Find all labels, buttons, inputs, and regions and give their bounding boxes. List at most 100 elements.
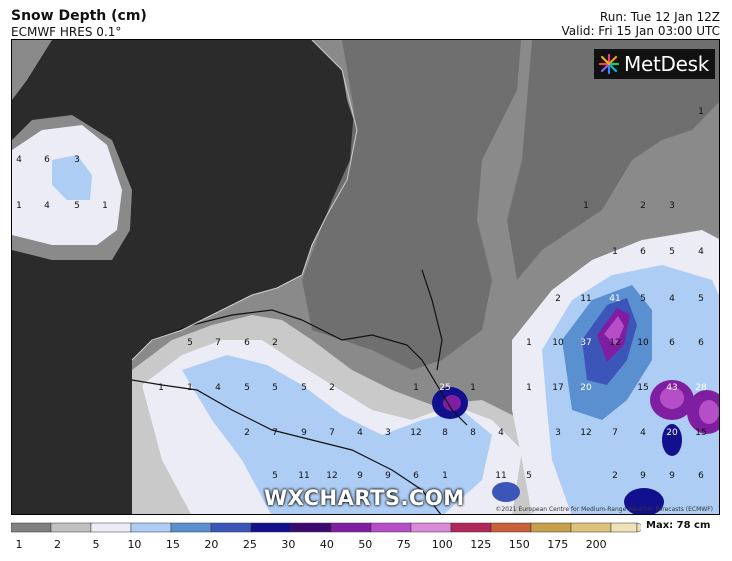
legend-swatch [90, 522, 132, 533]
map-value-label: 2 [244, 428, 250, 438]
metdesk-starburst-icon [598, 53, 620, 75]
england-snow-10 [52, 155, 92, 200]
map-value-label: 9 [640, 471, 646, 481]
page-title: Snow Depth (cm) [11, 8, 147, 24]
map-value-label: 5 [272, 471, 278, 481]
map-value-label: 4 [640, 428, 646, 438]
legend-swatch [530, 522, 572, 533]
map-value-label: 6 [640, 247, 646, 257]
map-value-label: 20 [666, 428, 678, 438]
ecmwf-credit: ©2021 European Centre for Medium-Range W… [495, 506, 713, 513]
map-value-label: 7 [272, 428, 278, 438]
map-value-label: 15 [637, 383, 648, 393]
map-value-label: 1 [698, 107, 704, 117]
map-value-label: 7 [215, 338, 221, 348]
map-value-label: 5 [526, 471, 532, 481]
map-value-label: 4 [498, 428, 504, 438]
run-label: Run: Tue 12 Jan 12Z [599, 10, 720, 24]
country-borders [131, 269, 468, 514]
legend-tick-label: 100 [431, 538, 453, 551]
run-info: Run: Tue 12 Jan 12Z Valid: Fri 15 Jan 03… [562, 10, 720, 38]
map-value-label: 1 [470, 383, 476, 393]
map-value-labels: 4 6 31 4 5 111 2 31 6 5 42 11 41 5 4 55 7 6 2 1 10 37 12 10 6 61 1… [16, 107, 707, 481]
map-value-label: 20 [580, 383, 592, 393]
model-label: ECMWF HRES 0.1° [11, 25, 122, 39]
map-value-label: 5 [187, 338, 193, 348]
snow-cell-s [492, 482, 520, 502]
map-value-label: 3 [555, 428, 561, 438]
legend-tick-label: 25 [242, 538, 257, 551]
map-value-label: 5 [74, 201, 80, 211]
map-value-label: 37 [580, 338, 591, 348]
map-value-label: 3 [669, 201, 675, 211]
legend-bar [11, 522, 641, 533]
snow-zone-10cm [182, 355, 492, 514]
map-value-label: 4 [669, 294, 675, 304]
map-value-label: 11 [580, 294, 591, 304]
legend-swatch [250, 522, 292, 533]
map-value-label: 41 [609, 294, 620, 304]
legend-tick-label: 125 [470, 538, 492, 551]
map-value-label: 10 [637, 338, 649, 348]
map-value-label: 1 [612, 247, 618, 257]
map-value-label: 5 [301, 383, 307, 393]
map-value-label: 12 [609, 338, 620, 348]
legend-tick-label: 150 [508, 538, 530, 551]
map-value-label: 6 [413, 471, 419, 481]
map-value-label: 9 [301, 428, 307, 438]
map-value-label: 1 [583, 201, 589, 211]
legend-tick-label: 50 [358, 538, 373, 551]
wxcharts-watermark: WXCHARTS.COM [264, 486, 465, 510]
map-value-label: 4 [698, 247, 704, 257]
map-value-label: 1 [442, 471, 448, 481]
map-value-label: 8 [442, 428, 448, 438]
legend-swatch [570, 522, 612, 533]
snow-cell-20 [662, 424, 682, 456]
map-value-label: 5 [272, 383, 278, 393]
chart-header: Snow Depth (cm) ECMWF HRES 0.1° [11, 8, 147, 39]
legend-swatch [450, 522, 492, 533]
map-value-label: 6 [244, 338, 250, 348]
legend-tick-label: 5 [92, 538, 100, 551]
map-value-label: 6 [698, 471, 704, 481]
legend-swatch [210, 522, 252, 533]
map-value-label: 2 [329, 383, 335, 393]
map-value-label: 9 [669, 471, 675, 481]
legend-swatch [290, 522, 332, 533]
map-value-label: 25 [439, 383, 450, 393]
legend-swatch [410, 522, 452, 533]
map-value-label: 12 [326, 471, 337, 481]
map-value-label: 9 [385, 471, 391, 481]
map-value-label: 15 [695, 428, 706, 438]
map-value-label: 28 [695, 383, 707, 393]
legend-tick-label: 1 [15, 538, 23, 551]
snow-depth-map: 4 6 3 1 4 5 1 1 1 2 3 1 6 5 4 2 11 41 5 4 5 5 7 6 2 1 10 37 12 10 6 6 1 1… [11, 39, 720, 515]
map-value-label: 11 [298, 471, 309, 481]
coastline [131, 40, 358, 361]
logo-text: MetDesk [623, 52, 709, 76]
map-value-label: 1 [158, 383, 164, 393]
legend-tick-label: 175 [547, 538, 569, 551]
map-value-label: 1 [187, 383, 193, 393]
map-value-label: 3 [385, 428, 391, 438]
map-value-label: 7 [612, 428, 618, 438]
legend-swatch [610, 522, 638, 533]
metdesk-logo: MetDesk [593, 49, 715, 79]
map-value-label: 5 [698, 294, 704, 304]
map-value-label: 12 [410, 428, 421, 438]
map-value-label: 5 [669, 247, 675, 257]
legend-swatch [50, 522, 92, 533]
snow-max-28-core [699, 400, 719, 424]
map-value-label: 4 [357, 428, 363, 438]
map-value-label: 6 [669, 338, 675, 348]
map-value-label: 43 [666, 383, 677, 393]
valid-label: Valid: Fri 15 Jan 03:00 UTC [561, 24, 720, 38]
legend-tick-label: 20 [204, 538, 219, 551]
land-dark [302, 40, 521, 370]
map-value-label: 5 [244, 383, 250, 393]
snow-zone-east-40 [604, 316, 624, 346]
map-value-label: 8 [470, 428, 476, 438]
snow-max-43-core [660, 387, 684, 409]
legend-swatch [370, 522, 412, 533]
legend-tick-label: 2 [53, 538, 61, 551]
